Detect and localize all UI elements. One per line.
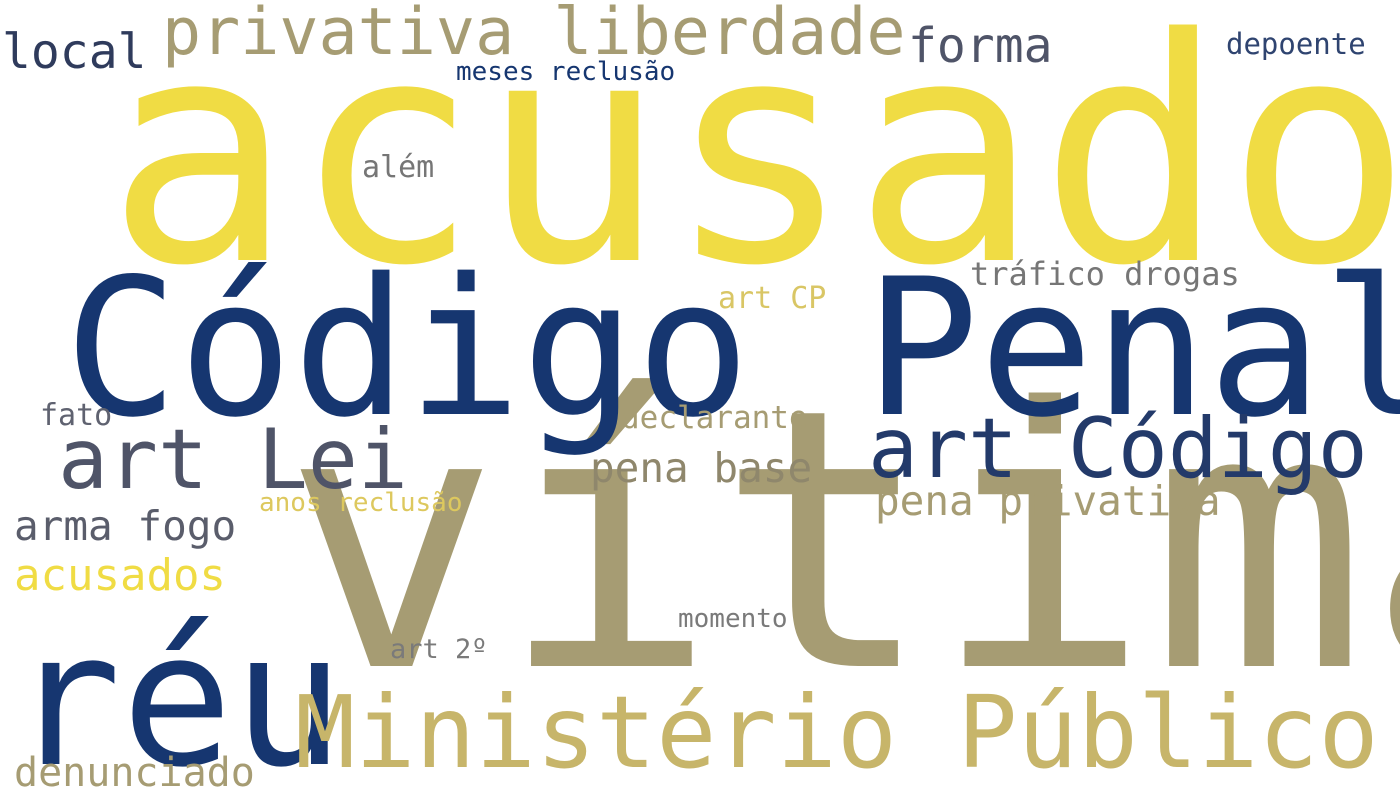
word-acusado: acusado bbox=[106, 0, 1400, 334]
word-momento: momento bbox=[678, 604, 788, 634]
word-local: local bbox=[2, 24, 147, 80]
word-codigo-penal: Código Penal bbox=[64, 238, 1400, 459]
word-art-codigo: art Código bbox=[868, 400, 1368, 497]
word-trafico-drogas: tráfico drogas bbox=[970, 255, 1240, 293]
word-meses-reclusao: meses reclusão bbox=[456, 57, 676, 87]
word-denunciado: denunciado bbox=[14, 750, 255, 796]
word-art-cp: art CP bbox=[718, 281, 827, 316]
word-depoente: depoente bbox=[1226, 27, 1366, 61]
word-pena-privativa: pena privativa bbox=[875, 477, 1221, 525]
word-ministerio-publico: Ministério Público bbox=[295, 674, 1379, 791]
word-vitima: vítima bbox=[283, 332, 1400, 751]
word-acusados: acusados bbox=[14, 550, 226, 601]
word-declarante: declarante bbox=[621, 400, 808, 436]
word-privativa-liberdade: privativa liberdade bbox=[162, 0, 906, 70]
word-reu: réu bbox=[10, 592, 345, 800]
word-arma-fogo: arma fogo bbox=[14, 502, 237, 550]
word-art-lei: art Lei bbox=[58, 411, 408, 508]
word-alem: além bbox=[362, 150, 435, 185]
word-pena-base: pena base bbox=[590, 444, 813, 492]
word-art-2: art 2º bbox=[390, 634, 488, 665]
word-anos-reclusao: anos reclusão bbox=[259, 488, 463, 518]
word-fato: fato bbox=[40, 398, 113, 433]
word-forma: forma bbox=[908, 18, 1053, 74]
